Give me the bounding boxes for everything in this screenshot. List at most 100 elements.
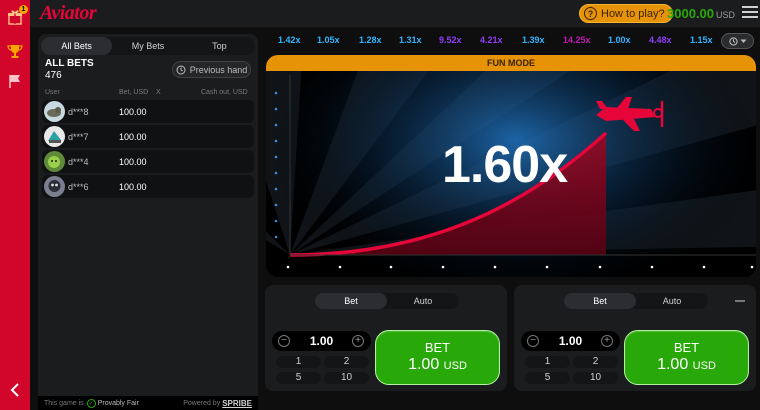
history-item[interactable]: 1.31x	[399, 35, 422, 45]
aviator-logo: Aviator	[40, 2, 97, 24]
bets-panel: All Bets My Bets Top ALL BETS 476 Previo…	[38, 34, 258, 410]
table-row: d***4 100.00	[42, 150, 254, 173]
tab-all-bets[interactable]: All Bets	[41, 37, 113, 55]
flight-area	[290, 133, 606, 255]
stake-value[interactable]: 1.00	[558, 334, 583, 348]
bet-button[interactable]: BET 1.00 USD	[624, 330, 749, 385]
collapse-sidebar-button[interactable]	[0, 378, 30, 402]
this-game-is-text: This game is	[44, 399, 84, 407]
how-to-play-label: How to play?	[601, 7, 665, 20]
stake-value[interactable]: 1.00	[309, 334, 334, 348]
history-item[interactable]: 4.21x	[480, 35, 503, 45]
stake-stepper: − 1.00 +	[521, 331, 620, 351]
powered-by-label: Powered by	[183, 399, 221, 407]
bet-mode-switch: Bet Auto	[564, 293, 708, 309]
bet-panel-1: Bet Auto − 1.00 + 1 2 5 10 BET 1.00 USD	[265, 285, 507, 391]
stake-stepper: − 1.00 +	[272, 331, 371, 351]
quick-stake-button[interactable]: 5	[276, 372, 321, 384]
decrease-stake-button[interactable]: −	[527, 335, 539, 347]
history-item[interactable]: 1.05x	[317, 35, 340, 45]
avatar	[44, 151, 65, 172]
tab-bet[interactable]: Bet	[315, 293, 387, 309]
all-bets-count: 476	[45, 70, 62, 81]
provably-fair-label: Provably Fair	[97, 399, 139, 407]
bet-amount: 100.00	[119, 132, 147, 142]
previous-hand-button[interactable]: Previous hand	[172, 61, 251, 78]
history-item[interactable]: 1.28x	[359, 35, 382, 45]
history-item[interactable]: 9.52x	[439, 35, 462, 45]
previous-hand-label: Previous hand	[189, 64, 248, 75]
bets-footer: This game is ✓ Provably Fair Powered by …	[38, 396, 258, 410]
how-to-play-button[interactable]: ? How to play?	[579, 4, 673, 23]
bet-user: d***7	[68, 132, 89, 142]
chevron-left-icon	[10, 383, 19, 397]
column-cashout: Cash out, USD	[201, 89, 248, 96]
bet-user: d***8	[68, 107, 89, 117]
quick-stake-button[interactable]: 2	[573, 356, 618, 368]
quick-stake-button[interactable]: 10	[573, 372, 618, 384]
bet-amount: 100.00	[119, 107, 147, 117]
balance-amount: 3000.00	[667, 6, 714, 21]
decrease-stake-button[interactable]: −	[278, 335, 290, 347]
trophy-icon[interactable]	[6, 42, 24, 60]
bet-mode-switch: Bet Auto	[315, 293, 459, 309]
gift-badge: 1	[19, 5, 28, 14]
bet-button[interactable]: BET 1.00 USD	[375, 330, 500, 385]
bet-button-amount: 1.00	[408, 356, 440, 373]
history-item[interactable]: 1.00x	[608, 35, 631, 45]
column-user: User	[45, 89, 60, 96]
spribe-logo: SPRIBE	[222, 398, 252, 408]
avatar	[44, 176, 65, 197]
shield-check-icon: ✓	[86, 398, 96, 408]
avatar	[44, 101, 65, 122]
quick-stake-button[interactable]: 1	[525, 356, 570, 368]
history-item[interactable]: 4.48x	[649, 35, 672, 45]
history-icon	[176, 65, 186, 74]
fun-mode-banner: FUN MODE	[266, 55, 756, 71]
increase-stake-button[interactable]: +	[601, 335, 613, 347]
question-icon: ?	[584, 7, 597, 20]
column-x: X	[156, 89, 161, 96]
x-axis-dots	[286, 265, 754, 269]
left-rail: 1	[0, 0, 30, 410]
y-axis-dots	[274, 91, 278, 239]
tab-top[interactable]: Top	[212, 41, 227, 51]
history-toggle-button[interactable]	[721, 33, 754, 49]
top-header: Aviator ? How to play? 3000.00 USD	[30, 0, 760, 28]
bets-tabs: All Bets My Bets Top	[41, 37, 255, 55]
bet-button-label: BET	[424, 340, 451, 355]
table-row: d***6 100.00	[42, 175, 254, 198]
tab-auto[interactable]: Auto	[662, 296, 682, 306]
history-item[interactable]: 14.25x	[563, 35, 591, 45]
history-item[interactable]: 1.15x	[690, 35, 713, 45]
current-multiplier: 1.60x	[442, 136, 568, 194]
flag-icon[interactable]	[6, 72, 24, 90]
quick-stake-button[interactable]: 2	[324, 356, 369, 368]
flight-curve	[289, 131, 608, 257]
quick-stake-button[interactable]: 1	[276, 356, 321, 368]
provably-fair-link[interactable]: ✓ Provably Fair	[86, 398, 139, 408]
tab-auto[interactable]: Auto	[413, 296, 433, 306]
remove-bet-panel-icon[interactable]	[735, 300, 745, 302]
tab-bet[interactable]: Bet	[564, 293, 636, 309]
table-row: d***8 100.00	[42, 100, 254, 123]
bet-amount: 100.00	[119, 157, 147, 167]
all-bets-title: ALL BETS	[45, 58, 94, 69]
bet-button-amount: 1.00	[657, 356, 689, 373]
gift-icon[interactable]: 1	[6, 5, 28, 26]
increase-stake-button[interactable]: +	[352, 335, 364, 347]
game-canvas: FUN MODE	[266, 55, 756, 277]
history-icon	[728, 36, 738, 46]
menu-icon[interactable]	[742, 6, 758, 20]
avatar	[44, 126, 65, 147]
column-bet: Bet, USD	[119, 89, 149, 96]
quick-stake-button[interactable]: 5	[525, 372, 570, 384]
history-item[interactable]: 1.39x	[522, 35, 545, 45]
bet-amount: 100.00	[119, 182, 147, 192]
history-item[interactable]: 1.42x	[278, 35, 301, 45]
quick-stake-button[interactable]: 10	[324, 372, 369, 384]
plane-icon	[596, 97, 664, 131]
bet-button-currency: USD	[692, 360, 716, 372]
tab-my-bets[interactable]: My Bets	[131, 41, 165, 51]
